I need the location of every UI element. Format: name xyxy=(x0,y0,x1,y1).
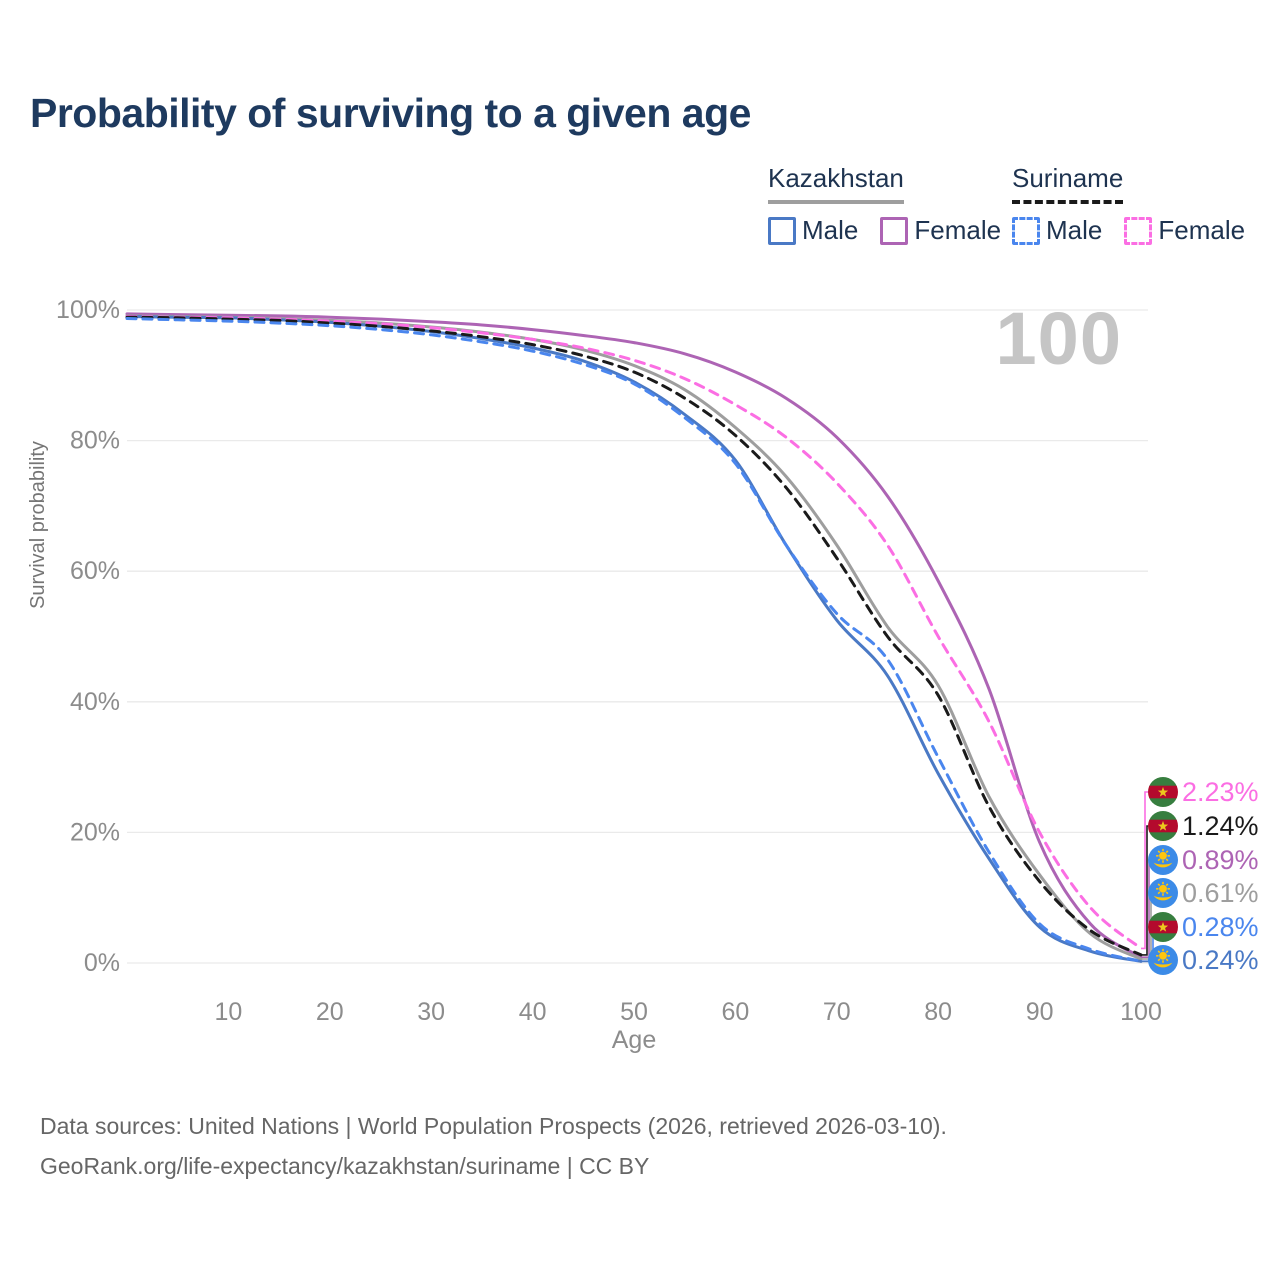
legend-label-kazakhstan-female: Female xyxy=(914,215,1002,245)
legend-country-suriname: Suriname xyxy=(1012,163,1124,204)
xtick-label-50: 50 xyxy=(620,998,648,1026)
xtick-label-60: 60 xyxy=(721,998,749,1026)
ytick-label-80: 80% xyxy=(70,427,120,455)
legend-checkbox-suriname-female[interactable] xyxy=(1124,216,1153,245)
flag-icon-suriname xyxy=(1148,777,1178,807)
curve-kazakhstan-female xyxy=(125,312,1143,959)
curve-suriname-female xyxy=(125,315,1143,950)
flag-icon-suriname xyxy=(1148,811,1178,841)
end-label-value: 0.28% xyxy=(1182,912,1259,942)
end-label-value: 0.24% xyxy=(1182,945,1259,975)
xtick-label-90: 90 xyxy=(1026,998,1054,1026)
xtick-label-40: 40 xyxy=(519,998,547,1026)
end-label-suriname-female: 2.23% xyxy=(1148,777,1259,807)
legend-checkbox-kazakhstan-female[interactable] xyxy=(880,216,909,245)
xtick-label-80: 80 xyxy=(924,998,952,1026)
flag-icon-kazakhstan xyxy=(1148,878,1178,908)
end-label-value: 0.61% xyxy=(1182,878,1259,908)
leader-line-suriname-female xyxy=(1141,791,1149,950)
legend-checkbox-kazakhstan-male[interactable] xyxy=(768,216,796,245)
end-label-value: 2.23% xyxy=(1182,777,1259,807)
footer-data-sources: Data sources: United Nations | World Pop… xyxy=(40,1113,947,1139)
end-label-suriname-total: 1.24% xyxy=(1148,811,1259,841)
flag-icon-kazakhstan xyxy=(1148,845,1178,875)
y-axis-title: Survival probability xyxy=(27,441,49,609)
ytick-label-0: 0% xyxy=(84,949,120,977)
flag-icon-suriname xyxy=(1148,912,1178,942)
end-label-kazakhstan-female: 0.89% xyxy=(1148,845,1259,875)
page-title: Probability of surviving to a given age xyxy=(30,90,751,136)
end-label-kazakhstan-male: 0.24% xyxy=(1148,945,1259,975)
ytick-label-20: 20% xyxy=(70,818,120,846)
legend-group-suriname: Suriname Male Female xyxy=(1012,163,1267,246)
xtick-label-100: 100 xyxy=(1120,998,1162,1026)
ytick-label-60: 60% xyxy=(70,557,120,585)
curve-suriname-total xyxy=(125,315,1143,957)
curve-kazakhstan-total xyxy=(125,314,1143,961)
legend-country-kazakhstan: Kazakhstan xyxy=(768,163,904,204)
legend-checkbox-suriname-male[interactable] xyxy=(1012,216,1040,245)
curve-kazakhstan-male xyxy=(125,315,1143,963)
legend-label-suriname-male: Male xyxy=(1046,215,1103,245)
curve-suriname-male xyxy=(125,317,1143,963)
legend-label-kazakhstan-male: Male xyxy=(802,215,859,245)
end-label-suriname-male: 0.28% xyxy=(1148,912,1259,942)
ytick-label-100: 100% xyxy=(56,296,120,324)
xtick-label-10: 10 xyxy=(214,998,242,1026)
end-label-value: 0.89% xyxy=(1182,845,1259,875)
ytick-label-40: 40% xyxy=(70,688,120,716)
flag-icon-kazakhstan xyxy=(1148,945,1178,975)
end-label-kazakhstan-total: 0.61% xyxy=(1148,878,1259,908)
x-axis-title: Age xyxy=(612,1026,656,1054)
xtick-label-20: 20 xyxy=(316,998,344,1026)
footer-attribution: GeoRank.org/life-expectancy/kazakhstan/s… xyxy=(40,1153,650,1179)
xtick-label-70: 70 xyxy=(823,998,851,1026)
legend-label-suriname-female: Female xyxy=(1158,215,1246,245)
xtick-label-30: 30 xyxy=(417,998,445,1026)
age-counter-watermark: 100 xyxy=(995,297,1122,380)
end-label-value: 1.24% xyxy=(1182,811,1259,841)
legend-group-kazakhstan: Kazakhstan Male Female xyxy=(768,163,1023,246)
footer: Data sources: United Nations | World Pop… xyxy=(40,1106,947,1186)
